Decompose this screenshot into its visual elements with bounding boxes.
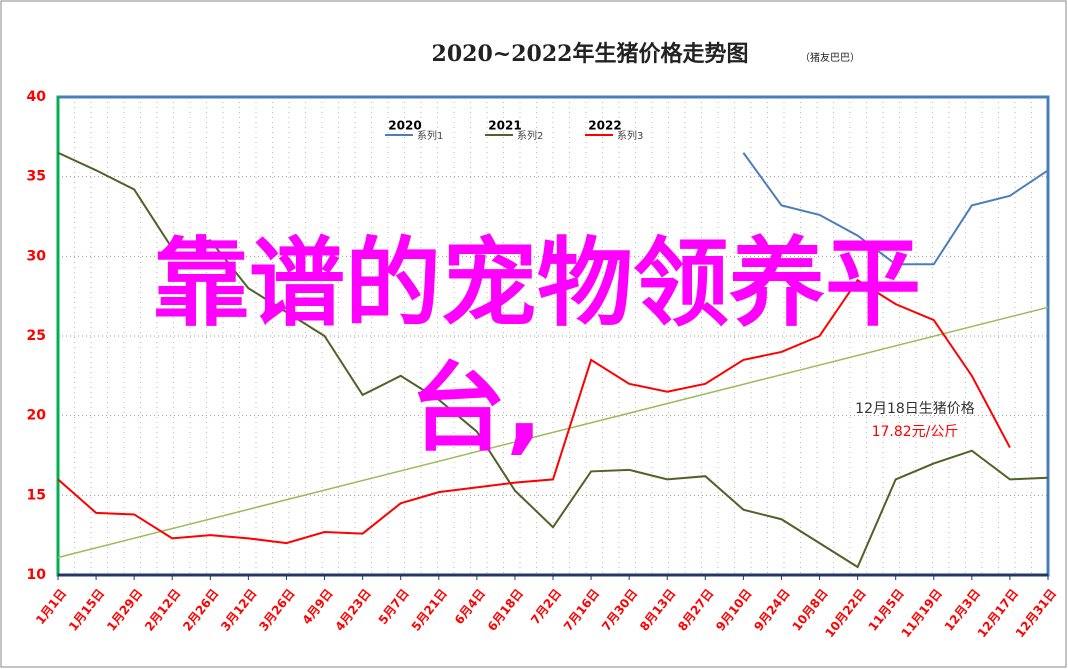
overlay-text: 台, xyxy=(410,352,542,464)
annotation-value: 17.82元/公斤 xyxy=(872,424,959,440)
legend-year: 2020 xyxy=(388,119,421,133)
legend-year: 2022 xyxy=(588,119,621,133)
y-tick-label: 40 xyxy=(27,89,47,105)
chart-title: 2020~2022年生猪价格走势图 xyxy=(432,41,749,67)
legend-label: 系列1 xyxy=(417,129,443,142)
legend-year: 2021 xyxy=(488,119,521,133)
trendline xyxy=(57,306,1049,559)
annotation-title: 12月18日生猪价格 xyxy=(855,401,975,417)
y-tick-label: 10 xyxy=(27,567,47,583)
y-tick-label: 35 xyxy=(27,169,46,185)
y-tick-label: 25 xyxy=(27,328,46,344)
y-tick-label: 30 xyxy=(27,248,47,264)
y-tick-label: 15 xyxy=(27,487,46,503)
y-tick-label: 20 xyxy=(27,408,47,424)
overlay-text: 靠谱的宠物领养平 xyxy=(153,227,921,339)
legend-label: 系列3 xyxy=(617,129,643,142)
legend-label: 系列2 xyxy=(517,129,543,142)
series-line xyxy=(57,151,1049,569)
chart-subtitle: （猪友巴巴） xyxy=(800,51,860,64)
series-line xyxy=(742,152,1049,266)
series-line xyxy=(57,278,1011,545)
